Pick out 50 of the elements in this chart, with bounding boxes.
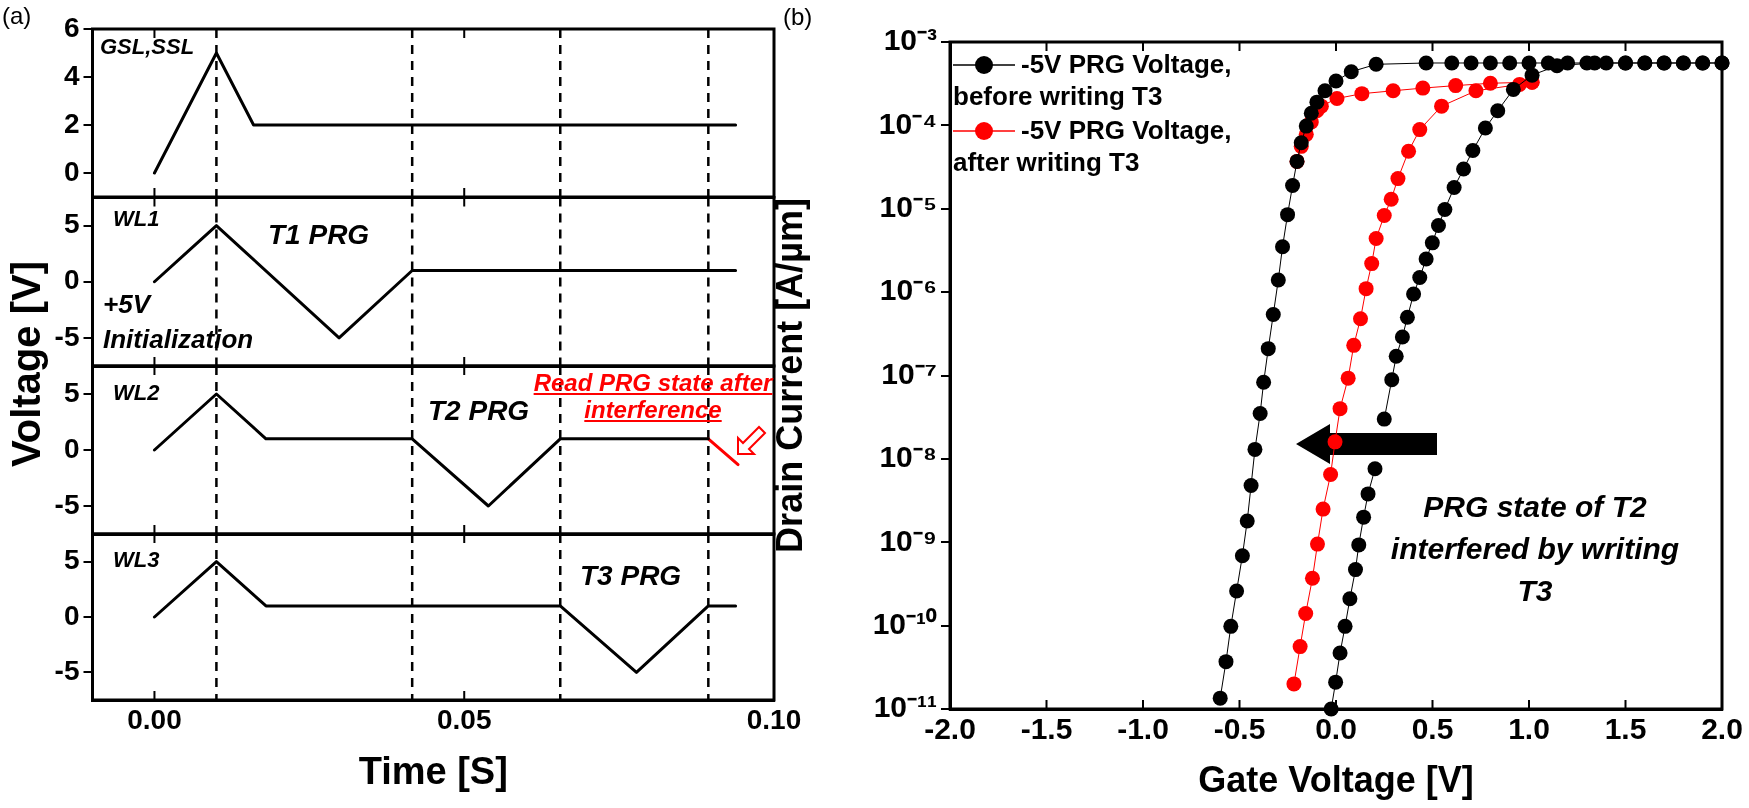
annotation: T2 PRG (428, 395, 530, 427)
annotation: PRG state of T2 interfered by writing T3 (1390, 489, 1680, 609)
legend-label: -5V PRG Voltage, before writing T3 (953, 48, 1233, 112)
annotation: T3 PRG (580, 560, 682, 592)
annotation: WL3 (113, 547, 160, 573)
annotation: T1 PRG (268, 219, 370, 251)
annotation: WL2 (113, 380, 160, 406)
y-tick-label: 10⁻⁹ (879, 523, 937, 557)
y-tick-label: 0 (63, 599, 80, 631)
y-tick-label: 6 (63, 11, 80, 43)
y-tick-label: 2 (63, 107, 80, 139)
x-tick-label: 0.05 (436, 703, 492, 735)
x-tick-label: -0.5 (1213, 712, 1266, 746)
y-tick-label: 5 (63, 544, 80, 576)
chart-title: (a) (2, 2, 32, 30)
x-tick-label: 1.0 (1508, 712, 1550, 746)
x-tick-label: 0.00 (127, 703, 182, 735)
annotation: Initialization (103, 324, 254, 355)
y-tick-label: -5 (54, 320, 80, 352)
y-tick-label: 0 (63, 155, 80, 187)
annotation: +5V (103, 289, 150, 320)
x-tick-label: 0.0 (1315, 712, 1357, 746)
annotation: GSL,SSL (100, 34, 195, 60)
y-tick-label: 4 (63, 59, 80, 91)
y-tick-label: -5 (54, 655, 80, 687)
y-tick-label: 0 (63, 432, 80, 464)
y-axis-title: Voltage [V] (3, 261, 49, 467)
y-tick-label: -5 (54, 488, 80, 520)
y-tick-label: 10⁻⁶ (879, 273, 937, 307)
x-tick-label: 0.5 (1411, 712, 1454, 746)
y-tick-label: 5 (63, 208, 80, 240)
annotation: WL1 (113, 206, 160, 232)
y-tick-label: 10⁻⁴ (878, 106, 937, 140)
y-tick-label: 0 (63, 264, 80, 296)
y-tick-label: 10⁻³ (883, 23, 938, 57)
chart-title: (b) (783, 3, 813, 31)
y-tick-label: 5 (63, 376, 80, 408)
legend-label: -5V PRG Voltage, after writing T3 (953, 114, 1233, 178)
y-tick-label: 10⁻¹⁰ (872, 606, 937, 640)
y-tick-label: 10⁻⁵ (879, 190, 937, 224)
annotation: Read PRG state after interference (533, 369, 773, 423)
x-tick-label: -1.0 (1117, 712, 1169, 746)
y-tick-label: 10⁻⁷ (881, 356, 937, 390)
x-axis-title: Gate Voltage [V] (1198, 759, 1474, 801)
x-tick-label: 2.0 (1701, 712, 1743, 746)
y-tick-label: 10⁻⁸ (879, 440, 937, 474)
x-tick-label: -1.5 (1020, 712, 1073, 746)
x-tick-label: 1.5 (1604, 712, 1647, 746)
x-axis-title: Time [S] (358, 749, 508, 792)
x-tick-label: 0.10 (746, 703, 802, 735)
